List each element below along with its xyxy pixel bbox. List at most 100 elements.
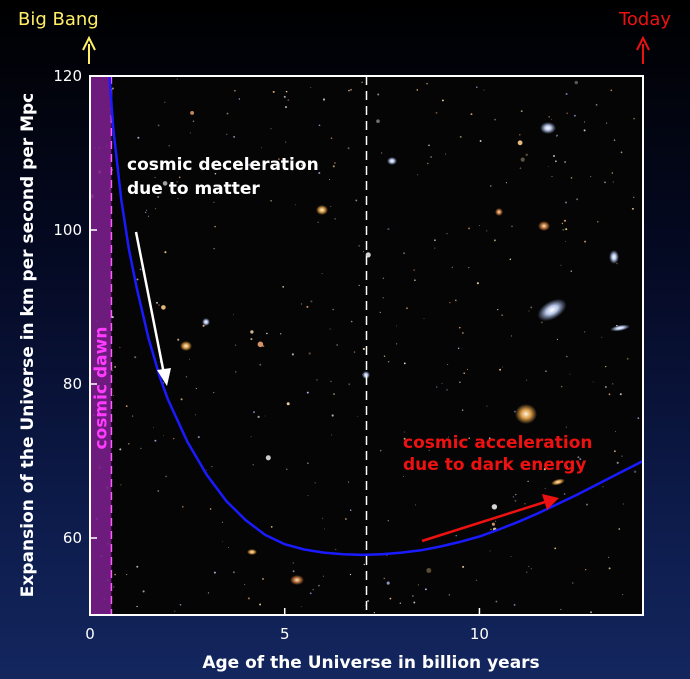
star <box>261 577 265 580</box>
star <box>358 284 360 287</box>
star <box>262 345 265 348</box>
star <box>613 139 616 141</box>
star <box>300 303 303 305</box>
star <box>489 550 491 552</box>
galaxy-8 <box>180 341 192 351</box>
star <box>147 215 149 217</box>
star <box>463 372 466 375</box>
star <box>349 573 352 576</box>
star <box>248 163 251 166</box>
star <box>396 343 398 345</box>
spiral-galaxy-1 <box>537 298 567 322</box>
star <box>454 299 457 302</box>
star <box>574 80 579 85</box>
star <box>490 528 492 531</box>
star <box>441 382 443 384</box>
star <box>285 141 287 143</box>
star <box>430 156 432 158</box>
star <box>127 442 130 445</box>
galaxy-11 <box>387 157 397 165</box>
star <box>333 161 336 165</box>
star <box>163 435 164 436</box>
galaxy-3 <box>540 122 556 134</box>
star <box>336 344 338 346</box>
star <box>177 197 179 199</box>
galaxy-14 <box>362 371 370 379</box>
star <box>479 140 482 142</box>
star <box>447 436 449 438</box>
star <box>561 222 564 225</box>
star <box>620 151 623 154</box>
star <box>157 490 160 492</box>
star <box>490 185 492 187</box>
star <box>234 89 236 92</box>
star <box>602 486 604 488</box>
star <box>332 308 335 311</box>
star <box>214 172 217 175</box>
star <box>164 251 167 254</box>
star <box>140 447 142 450</box>
star <box>607 556 610 559</box>
galaxy-5 <box>609 250 619 264</box>
star <box>292 562 295 564</box>
star <box>142 590 145 593</box>
star <box>583 129 586 132</box>
star <box>266 332 268 335</box>
star <box>154 439 157 442</box>
star <box>184 160 187 162</box>
star <box>111 87 114 90</box>
acceleration-line-2: due to dark energy <box>403 455 587 475</box>
star <box>565 201 567 204</box>
y-tick-label: 100 <box>53 221 82 239</box>
star <box>387 519 390 522</box>
star <box>382 297 384 299</box>
star <box>548 116 550 118</box>
deceleration-arrow <box>134 231 171 386</box>
star <box>610 89 613 92</box>
star <box>221 521 223 523</box>
star <box>291 158 293 161</box>
star <box>459 381 461 383</box>
star <box>556 338 558 340</box>
star <box>493 239 496 242</box>
x-axis-title: Age of the Universe in billion years <box>202 653 539 673</box>
star <box>526 379 528 381</box>
cosmic-dawn-label: cosmic dawn <box>92 327 112 450</box>
star <box>585 569 587 571</box>
star <box>330 137 333 139</box>
star <box>563 493 566 495</box>
star <box>154 208 156 210</box>
y-tick-label: 60 <box>63 529 82 547</box>
star <box>584 240 587 243</box>
star <box>361 81 363 84</box>
star <box>565 228 568 231</box>
star <box>396 325 398 327</box>
star <box>403 362 406 365</box>
star <box>540 321 543 324</box>
star <box>310 87 312 89</box>
star <box>174 610 176 612</box>
plot-frame <box>89 75 644 616</box>
star <box>265 455 271 461</box>
star <box>134 356 137 359</box>
star <box>457 347 460 350</box>
star <box>488 437 491 440</box>
star <box>414 279 416 282</box>
star <box>495 600 498 603</box>
star <box>162 181 168 186</box>
star <box>177 338 180 341</box>
star <box>206 469 207 471</box>
star <box>348 89 350 92</box>
star <box>590 611 592 614</box>
star <box>125 405 128 408</box>
star <box>144 211 147 214</box>
star <box>499 368 502 371</box>
star <box>461 409 464 411</box>
star <box>413 601 416 604</box>
star <box>403 431 405 433</box>
star <box>306 305 309 308</box>
galaxy-9 <box>290 575 304 585</box>
star <box>633 196 635 198</box>
star <box>260 147 262 149</box>
star <box>505 182 507 184</box>
